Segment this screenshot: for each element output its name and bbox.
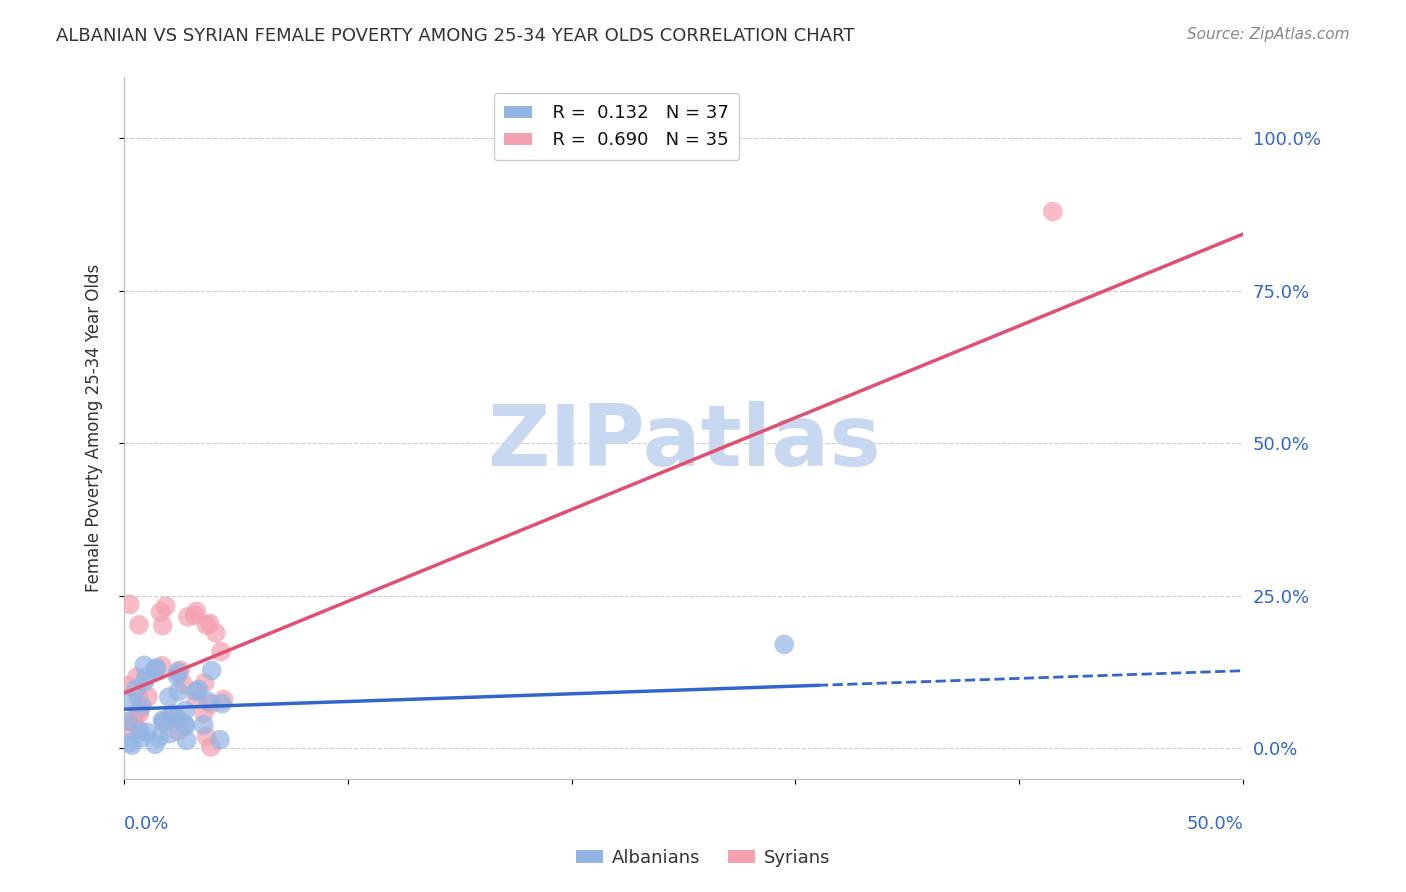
- Point: [162, 707, 184, 722]
- Point: [149, 605, 172, 619]
- Point: [174, 719, 197, 733]
- Point: [131, 731, 153, 745]
- Point: [121, 738, 143, 752]
- Point: [166, 669, 188, 683]
- Point: [143, 737, 166, 751]
- Point: [186, 691, 208, 706]
- Point: [197, 694, 219, 708]
- Point: [118, 736, 141, 750]
- Point: [128, 618, 150, 632]
- Point: [176, 733, 198, 747]
- Text: ZIPatlas: ZIPatlas: [486, 401, 880, 483]
- Point: [118, 598, 141, 612]
- Text: 0.0%: 0.0%: [124, 815, 170, 833]
- Point: [174, 704, 197, 718]
- Point: [212, 692, 235, 706]
- Point: [136, 690, 159, 704]
- Point: [1042, 204, 1064, 219]
- Point: [183, 608, 205, 623]
- Point: [125, 670, 148, 684]
- Text: ALBANIAN VS SYRIAN FEMALE POVERTY AMONG 25-34 YEAR OLDS CORRELATION CHART: ALBANIAN VS SYRIAN FEMALE POVERTY AMONG …: [56, 27, 855, 45]
- Point: [173, 677, 195, 691]
- Legend: Albanians, Syrians: Albanians, Syrians: [568, 842, 838, 874]
- Point: [195, 618, 218, 632]
- Point: [167, 684, 190, 698]
- Point: [120, 695, 142, 709]
- Point: [184, 684, 207, 698]
- Point: [166, 711, 188, 725]
- Point: [134, 674, 156, 689]
- Point: [136, 725, 159, 739]
- Point: [194, 676, 217, 690]
- Point: [177, 610, 200, 624]
- Point: [152, 714, 174, 728]
- Point: [159, 726, 181, 740]
- Point: [135, 670, 157, 684]
- Y-axis label: Female Poverty Among 25-34 Year Olds: Female Poverty Among 25-34 Year Olds: [86, 264, 103, 592]
- Point: [209, 644, 232, 658]
- Point: [200, 697, 222, 711]
- Point: [187, 682, 209, 697]
- Point: [201, 664, 224, 678]
- Point: [157, 690, 180, 704]
- Point: [200, 739, 222, 754]
- Point: [152, 618, 174, 632]
- Point: [167, 665, 190, 679]
- Point: [204, 626, 226, 640]
- Point: [167, 724, 190, 739]
- Point: [173, 717, 195, 731]
- Point: [195, 730, 218, 744]
- Text: Source: ZipAtlas.com: Source: ZipAtlas.com: [1187, 27, 1350, 42]
- Point: [186, 605, 208, 619]
- Point: [193, 706, 215, 721]
- Text: 50.0%: 50.0%: [1187, 815, 1243, 833]
- Point: [117, 714, 139, 729]
- Point: [169, 663, 191, 677]
- Point: [128, 706, 150, 721]
- Point: [127, 690, 149, 704]
- Point: [124, 682, 146, 697]
- Point: [155, 599, 177, 614]
- Point: [145, 661, 167, 675]
- Point: [122, 713, 145, 727]
- Point: [153, 714, 176, 729]
- Point: [143, 662, 166, 676]
- Point: [193, 718, 215, 732]
- Point: [208, 732, 231, 747]
- Point: [128, 703, 150, 717]
- Point: [152, 715, 174, 730]
- Point: [131, 698, 153, 713]
- Point: [115, 679, 138, 693]
- Point: [124, 716, 146, 731]
- Point: [148, 731, 170, 745]
- Point: [198, 616, 221, 631]
- Legend:   R =  0.132   N = 37,   R =  0.690   N = 35: R = 0.132 N = 37, R = 0.690 N = 35: [494, 94, 740, 161]
- Point: [134, 658, 156, 673]
- Point: [118, 723, 141, 737]
- Point: [773, 637, 796, 651]
- Point: [129, 724, 152, 739]
- Point: [211, 697, 233, 711]
- Point: [150, 658, 173, 673]
- Point: [160, 707, 183, 722]
